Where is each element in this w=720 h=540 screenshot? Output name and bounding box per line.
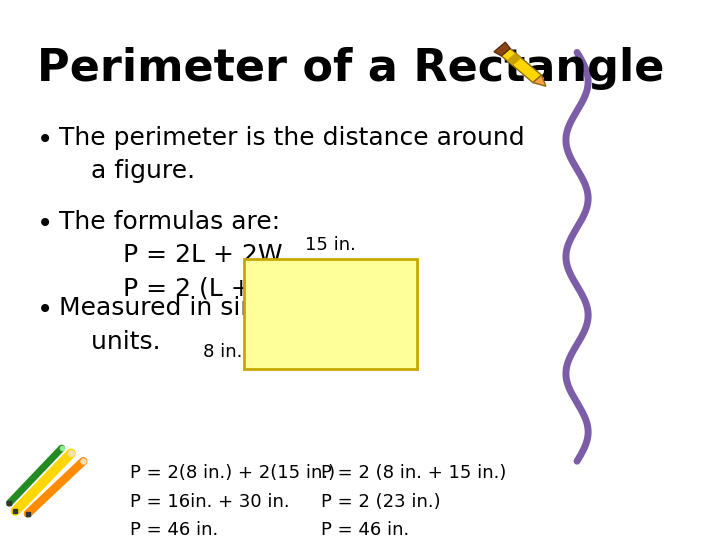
Text: •: • [37, 210, 53, 238]
Text: P = 2(8 in.) + 2(15 in.): P = 2(8 in.) + 2(15 in.) [130, 464, 335, 482]
Text: The formulas are:
        P = 2L + 2W
        P = 2 (L + W): The formulas are: P = 2L + 2W P = 2 (L +… [58, 210, 294, 301]
Text: 8 in.: 8 in. [202, 343, 242, 361]
Polygon shape [533, 75, 546, 86]
Polygon shape [507, 53, 521, 65]
Text: P = 2 (8 in. + 15 in.): P = 2 (8 in. + 15 in.) [321, 464, 506, 482]
Bar [244, 259, 417, 369]
Text: P = 46 in.: P = 46 in. [321, 522, 409, 539]
Text: P = 16in. + 30 in.: P = 16in. + 30 in. [130, 492, 289, 511]
Text: •: • [37, 296, 53, 324]
Text: •: • [37, 126, 53, 154]
Text: P = 2 (23 in.): P = 2 (23 in.) [321, 492, 441, 511]
Text: Perimeter of a Rectangle: Perimeter of a Rectangle [37, 47, 665, 90]
Text: P = 46 in.: P = 46 in. [130, 522, 218, 539]
Text: 15 in.: 15 in. [305, 236, 356, 254]
Text: The perimeter is the distance around
    a figure.: The perimeter is the distance around a f… [58, 126, 524, 183]
Text: Measured in single
    units.: Measured in single units. [58, 296, 294, 354]
Polygon shape [501, 49, 541, 83]
Polygon shape [494, 42, 510, 56]
